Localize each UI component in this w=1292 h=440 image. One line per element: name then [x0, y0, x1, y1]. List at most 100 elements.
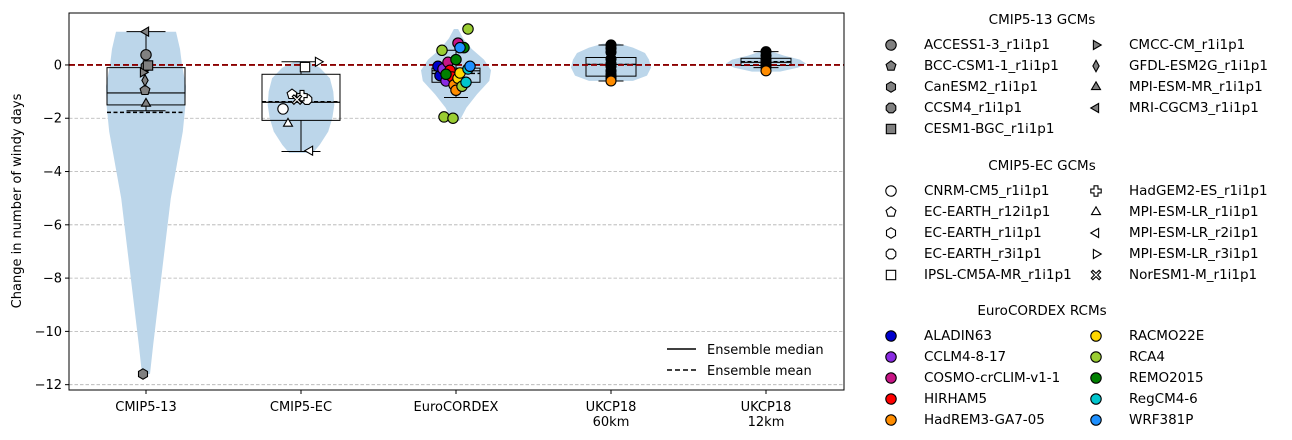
- legend-marker: [1090, 269, 1102, 281]
- circle-marker-icon: [1090, 330, 1102, 342]
- legend-marker: [1092, 59, 1100, 73]
- legend-marker: [885, 372, 897, 384]
- data-point: [142, 60, 154, 71]
- circle-marker-icon: [885, 39, 897, 51]
- data-point: [140, 97, 152, 107]
- data-point: [139, 26, 150, 38]
- y-tick-label: −8: [43, 272, 62, 287]
- x-tick-label: EuroCORDEX: [414, 400, 499, 415]
- model-legend: CMIP5-13 GCMs ACCESS1-3_r1i1p1 BCC-CSM1-1…: [872, 0, 1292, 440]
- legend-item-label: CCSM4_r1i1p1: [924, 100, 1023, 116]
- legend-item-label: NorESM1-M_r1i1p1: [1129, 267, 1258, 283]
- y-tick-label: −10: [35, 325, 62, 340]
- diamond-marker-icon: [1092, 59, 1100, 73]
- data-point: [139, 66, 150, 78]
- data-point: [140, 49, 152, 61]
- data-point: [605, 75, 617, 87]
- x-tick-label: 12km: [748, 415, 785, 430]
- legend-item-label: ACCESS1-3_r1i1p1: [924, 37, 1050, 53]
- legend-item-label: BCC-CSM1-1_r1i1p1: [924, 58, 1059, 74]
- box: [261, 73, 341, 121]
- data-point: [440, 68, 452, 81]
- square-marker-icon: [885, 123, 897, 135]
- data-point: [314, 56, 325, 68]
- legend-marker: [1092, 39, 1103, 51]
- legend-marker: [885, 330, 897, 342]
- triangle-left-marker-icon: [1089, 227, 1100, 239]
- legend-item-label: CMCC-CM_r1i1p1: [1129, 37, 1246, 53]
- legend-marker: [885, 123, 897, 135]
- circle-marker-icon: [885, 185, 897, 197]
- legend-item-label: CanESM2_r1i1p1: [924, 79, 1038, 95]
- legend-group-title: CMIP5-EC GCMs: [988, 158, 1096, 174]
- violin: [267, 61, 335, 153]
- data-point: [303, 145, 314, 157]
- legend-marker: [885, 81, 897, 93]
- legend-marker: [885, 269, 897, 281]
- legend-item-label: HIRHAM5: [924, 391, 988, 407]
- x-tick-label: CMIP5-EC: [270, 400, 332, 415]
- legend-item-label: CNRM-CM5_r1i1p1: [924, 183, 1050, 199]
- legend-item-label: COSMO-crCLIM-v1-1: [924, 370, 1061, 386]
- inner-legend: Ensemble median Ensemble mean: [667, 343, 824, 379]
- legend-item-label: WRF381P: [1129, 412, 1194, 428]
- data-point: [760, 65, 772, 77]
- legend-item-label: EC-EARTH_r1i1p1: [924, 225, 1042, 241]
- data-point: [450, 53, 462, 66]
- legend-item-label: HadREM3-GA7-05: [924, 412, 1045, 428]
- data-point: [464, 60, 476, 73]
- triangle-right-marker-icon: [1092, 248, 1103, 260]
- legend-label: Ensemble mean: [707, 364, 812, 379]
- circle-marker-icon: [885, 393, 897, 405]
- legend-marker: [1089, 227, 1100, 239]
- legend-marker: [885, 206, 897, 217]
- y-axis-label: Change in number of windy days: [10, 93, 25, 308]
- chart: −12 −10 −8 −6 −4 −2 0 CMIP5-13 CMIP5-EC EuroCORD…: [10, 12, 845, 430]
- legend-item-label: MPI-ESM-LR_r2i1p1: [1129, 225, 1259, 241]
- legend-item-label: MPI-ESM-MR_r1i1p1: [1129, 79, 1263, 95]
- legend-marker: [885, 393, 897, 405]
- legend-group-title: EuroCORDEX RCMs: [977, 303, 1107, 319]
- legend-item-label: CESM1-BGC_r1i1p1: [924, 121, 1055, 137]
- y-axis: −12 −10 −8 −6 −4 −2 0: [35, 58, 69, 393]
- violin: [106, 31, 186, 374]
- legend-marker: [1090, 330, 1102, 342]
- circle-marker-icon: [1090, 372, 1102, 384]
- pentagon-marker-icon: [885, 206, 897, 217]
- circle-marker-icon: [885, 372, 897, 384]
- hexagon-marker-icon: [885, 227, 897, 239]
- circle-marker-icon: [885, 351, 897, 363]
- legend-item-label: RegCM4-6: [1129, 391, 1198, 407]
- data-point: [447, 112, 459, 124]
- pentagon-marker-icon: [885, 60, 897, 71]
- legend-item-label: CCLM4-8-17: [924, 349, 1007, 365]
- data-point: [141, 73, 149, 88]
- data-point: [277, 103, 289, 115]
- square-marker-icon: [885, 269, 897, 281]
- data-point: [299, 61, 311, 73]
- legend-item-label: EC-EARTH_r12i1p1: [924, 204, 1051, 220]
- x-tick-label: UKCP18: [741, 400, 792, 415]
- circle-marker-icon: [1090, 414, 1102, 426]
- circle-marker-icon: [885, 414, 897, 426]
- legend-item-label: RCA4: [1129, 349, 1165, 365]
- legend-marker: [1090, 351, 1102, 363]
- y-tick-label: −2: [43, 112, 62, 127]
- octagon-marker-icon: [885, 248, 897, 260]
- legend-marker: [1092, 248, 1103, 260]
- x-tick-label: CMIP5-13: [115, 400, 176, 415]
- legend-marker: [1090, 205, 1102, 216]
- x-tick-label: UKCP18: [586, 400, 637, 415]
- data-point: [436, 44, 448, 57]
- legend-marker: [1090, 414, 1102, 426]
- data-point: [462, 23, 474, 35]
- data-point: [296, 89, 308, 102]
- data-point: [454, 41, 466, 54]
- legend-marker: [1090, 372, 1102, 384]
- y-tick-label: −6: [43, 218, 62, 233]
- legend-marker: [885, 248, 897, 260]
- legend-item-label: MRI-CGCM3_r1i1p1: [1129, 100, 1259, 116]
- legend-marker: [885, 102, 897, 114]
- y-tick-label: 0: [54, 58, 62, 73]
- legend-label: Ensemble median: [707, 343, 824, 358]
